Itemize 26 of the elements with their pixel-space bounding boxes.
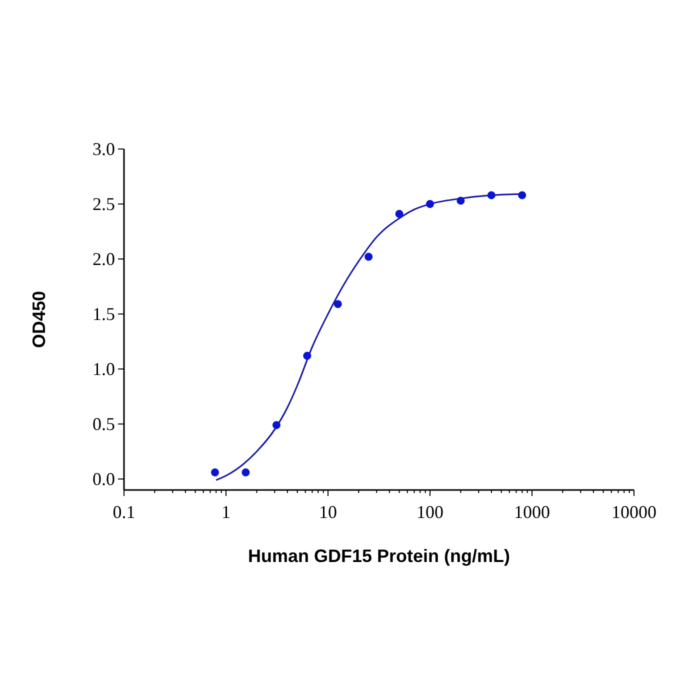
point: [487, 191, 496, 200]
x-tick-label: 10: [319, 502, 337, 522]
y-axis-title: OD450: [29, 290, 49, 348]
point: [272, 421, 280, 430]
y-tick-label: 0.5: [92, 414, 115, 434]
y-tick-label: 2.0: [92, 249, 115, 269]
x-tick-label: 100: [416, 502, 444, 522]
y-tick-label: 2.5: [92, 194, 115, 214]
y-tick-label: 1.5: [92, 304, 115, 324]
point: [395, 210, 404, 218]
point: [242, 468, 250, 476]
point: [426, 200, 434, 208]
point: [303, 352, 312, 360]
x-tick-label: 1000: [514, 502, 550, 522]
x-tick-label: 0.1: [112, 502, 136, 522]
point: [334, 300, 342, 308]
x-tick-label: 10000: [612, 502, 656, 522]
x-axis-title: Human GDF15 Protein (ng/mL): [248, 546, 510, 566]
x-tick-label: 1: [222, 502, 230, 522]
y-tick-label: 1.0: [92, 359, 115, 379]
point: [210, 468, 219, 476]
point: [364, 252, 373, 261]
point: [456, 196, 465, 205]
y-tick-label: 3.0: [92, 139, 115, 159]
y-tick-label: 0.0: [92, 469, 115, 489]
point: [518, 191, 526, 200]
